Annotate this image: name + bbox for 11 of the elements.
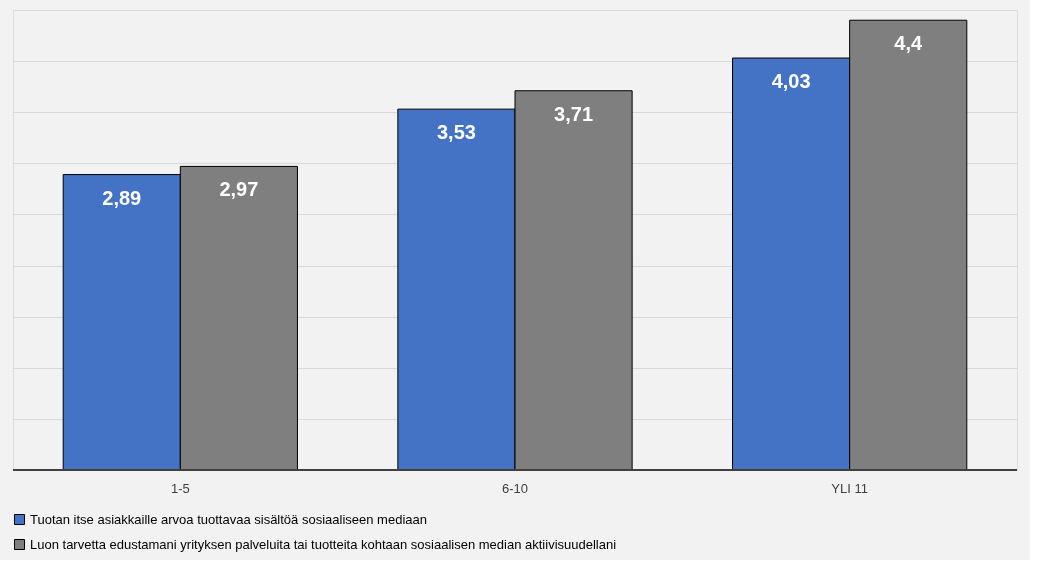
x-tick-label: 1-5 (170, 480, 190, 496)
legend-label: Luon tarvetta edustamani yrityksen palveluita tai tuotteita kohtaan sosiaalisen median aktiivisuudellani (30, 536, 617, 552)
data-label: 4,03 (771, 70, 811, 93)
data-label: 2,97 (219, 178, 259, 201)
legend-label: Tuotan itse asiakkaille arvoa tuottavaa sisältöä sosiaaliseen mediaan (30, 511, 427, 527)
data-label: 2,89 (102, 186, 142, 209)
data-label: 4,4 (894, 32, 924, 55)
x-tick-label: 6-10 (501, 480, 529, 496)
data-label: 3,71 (554, 102, 594, 125)
data-label: 3,53 (436, 121, 476, 144)
x-tick-label: YLI 11 (831, 480, 868, 496)
